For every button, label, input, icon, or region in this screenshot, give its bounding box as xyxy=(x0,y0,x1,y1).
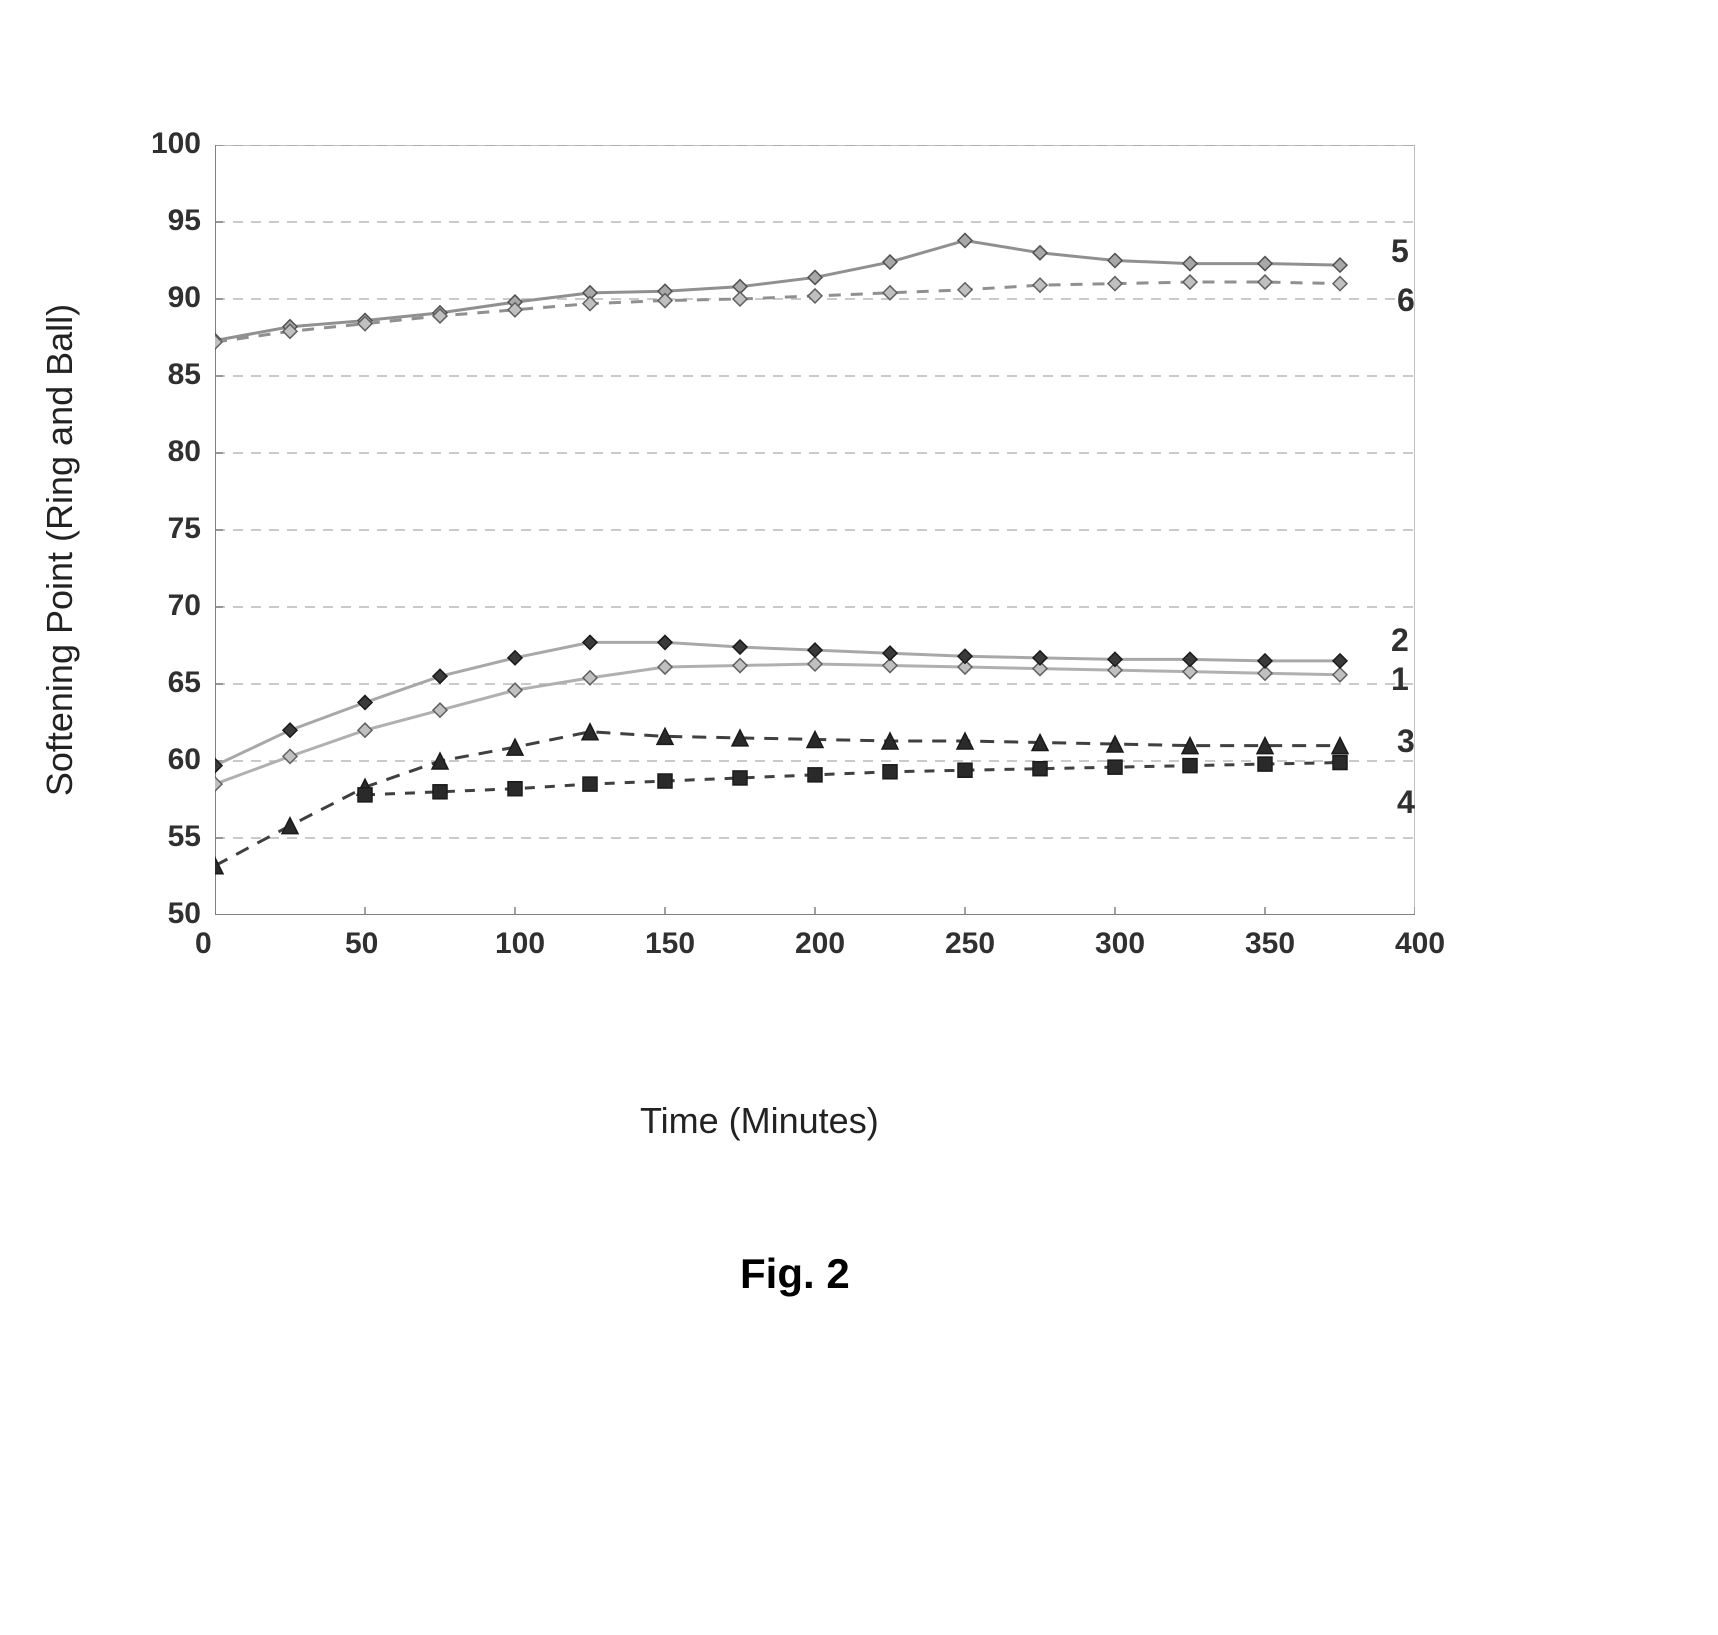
y-tick-label: 90 xyxy=(168,281,201,315)
series-label: 1 xyxy=(1391,661,1409,698)
y-tick-label: 50 xyxy=(168,897,201,931)
x-tick-label: 200 xyxy=(795,927,845,961)
y-axis-label: Softening Point (Ring and Ball) xyxy=(39,304,81,796)
x-tick-label: 0 xyxy=(195,927,212,961)
y-tick-label: 100 xyxy=(151,127,201,161)
y-tick-label: 65 xyxy=(168,666,201,700)
chart-plot-area xyxy=(215,145,1415,915)
series-label: 3 xyxy=(1397,723,1415,760)
series-label: 6 xyxy=(1397,282,1415,319)
x-tick-label: 50 xyxy=(345,927,378,961)
x-axis-label: Time (Minutes) xyxy=(640,1100,879,1142)
series-label: 5 xyxy=(1391,233,1409,270)
figure-caption: Fig. 2 xyxy=(740,1250,850,1298)
figure-page: Softening Point (Ring and Ball) 50556065… xyxy=(0,0,1718,1635)
y-tick-label: 85 xyxy=(168,358,201,392)
y-axis-label-wrap: Softening Point (Ring and Ball) xyxy=(40,150,80,950)
x-tick-label: 100 xyxy=(495,927,545,961)
y-tick-label: 55 xyxy=(168,820,201,854)
x-tick-label: 400 xyxy=(1395,927,1445,961)
y-tick-label: 75 xyxy=(168,512,201,546)
series-label: 4 xyxy=(1397,784,1415,821)
x-tick-label: 150 xyxy=(645,927,695,961)
y-tick-label: 95 xyxy=(168,204,201,238)
x-tick-label: 250 xyxy=(945,927,995,961)
x-tick-label: 350 xyxy=(1245,927,1295,961)
y-tick-label: 70 xyxy=(168,589,201,623)
x-tick-label: 300 xyxy=(1095,927,1145,961)
y-tick-label: 80 xyxy=(168,435,201,469)
y-tick-label: 60 xyxy=(168,743,201,777)
series-label: 2 xyxy=(1391,622,1409,659)
